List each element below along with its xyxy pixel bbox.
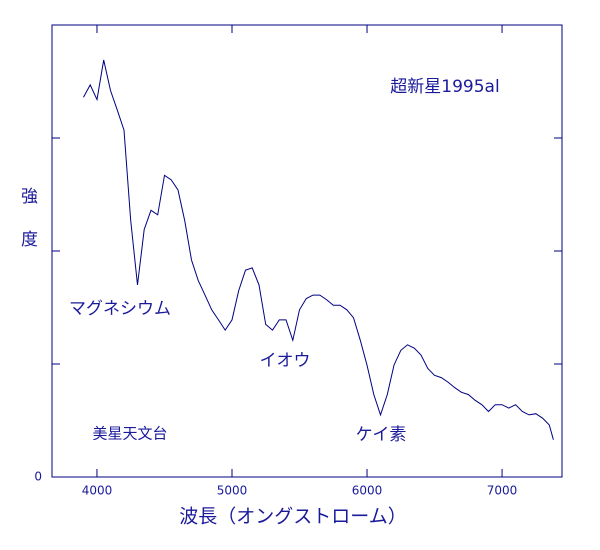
x-tick-label: 5000: [217, 484, 248, 498]
annotation: イオウ: [260, 351, 311, 371]
x-axis-label: 波長（オングストローム）: [179, 506, 406, 528]
x-tick-label: 7000: [487, 484, 518, 498]
chart-title: 超新星1995al: [390, 77, 499, 97]
x-tick-label: 6000: [352, 484, 383, 498]
x-tick-label: 4000: [82, 484, 113, 498]
annotation: マグネシウム: [69, 299, 171, 319]
y-axis-label: 強度: [17, 187, 38, 273]
annotation: ケイ素: [356, 425, 407, 445]
spectrum-line: [83, 59, 554, 440]
y-tick-label: 0: [34, 470, 42, 484]
annotation: 美星天文台: [92, 425, 167, 443]
